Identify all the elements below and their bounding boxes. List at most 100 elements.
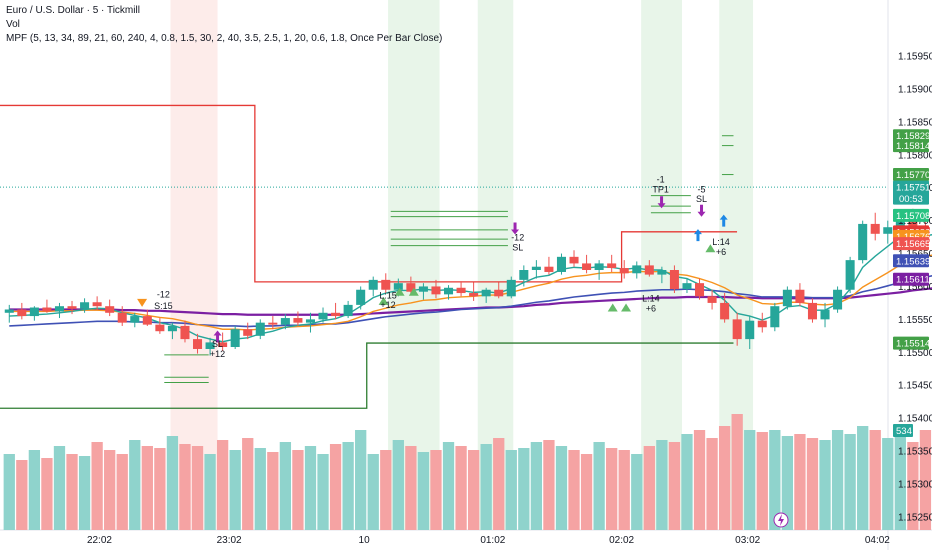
time-tick-label: 10 [359,535,371,546]
candle-body [619,268,629,274]
time-tick-label: 01:02 [480,535,505,546]
price-tick-label: 1.15500 [898,348,932,359]
price-badge [893,168,929,182]
volume-bar [706,438,718,530]
candle-body [243,329,253,336]
candle-body [54,306,64,312]
volume-bar [405,446,417,530]
candle-body [707,296,717,303]
price-tick-label: 1.15250 [898,512,932,523]
trade-annotation: +6 [716,247,726,257]
volume-legend[interactable]: Vol [6,19,20,30]
volume-bar [606,448,618,530]
ema-slow-line [9,275,932,328]
volume-bar [831,430,844,530]
candle-body [218,342,228,348]
volume-bar [442,442,455,530]
volume-bar [794,434,806,530]
volume-bar [116,454,128,530]
candle-body [481,289,491,297]
volume-bar [104,450,116,530]
candle-body [92,302,102,307]
time-tick-label: 04:02 [865,535,890,546]
signal-triangle [408,287,419,296]
trade-annotation: S:15 [154,301,173,311]
volume-bar [580,454,593,530]
candle-body [167,325,177,332]
price-badge [893,254,929,268]
volume-bar [355,430,367,530]
candle-body [720,302,730,320]
candle-body [782,289,792,307]
candle-body [418,286,428,292]
trade-annotation: +12 [210,349,225,359]
volume-bar [656,440,668,530]
time-tick-label: 03:02 [735,535,760,546]
candle-body [29,307,39,317]
symbol-title[interactable]: Euro / U.S. Dollar · 5 · Tickmill [6,5,140,16]
signal-triangle [621,303,632,312]
trade-annotation: TP1 [652,184,669,194]
price-tick-label: 1.15850 [898,117,932,128]
volume-bar [254,448,266,530]
volume-bar [66,454,78,530]
price-tick-label: 1.15300 [898,479,932,490]
signal-arrow [511,222,520,235]
candle-body [556,256,566,272]
candle-body [745,320,755,340]
volume-bar [304,446,317,530]
volume-bar [417,452,430,530]
price-tick-label: 1.15550 [898,315,932,326]
candle-body [381,279,391,290]
candle-body [807,302,817,320]
candle-body [770,306,780,328]
price-badge-label: 1.15829 [896,131,930,142]
price-badge [893,129,929,143]
trade-annotation: SL [696,194,707,204]
volume-bar [317,454,329,530]
candle-body [858,223,868,261]
candle-body [669,270,679,290]
trade-annotation: -12 [157,290,170,300]
candle-body [469,293,479,297]
volume-bar [242,438,254,530]
candle-body [356,289,366,305]
signal-arrow [657,196,666,209]
candle-body [205,342,215,349]
time-tick-label: 22:02 [87,535,112,546]
signal-arrow [213,330,222,343]
candle-body [695,283,705,297]
volume-bar [129,440,141,530]
candle-body [833,289,843,310]
volume-bar [380,450,392,530]
volume-bar [216,440,229,530]
price-badge [893,336,929,350]
trade-annotation: SL [212,339,223,349]
candle-body [318,312,328,320]
candle-body [67,306,77,309]
candle-body [80,302,90,309]
volume-bar [555,446,568,530]
candle-body [105,306,115,313]
trade-annotation: +6 [646,303,656,313]
price-badge-label: 1.15751 [896,183,930,194]
candle-body [17,309,27,317]
candle-body [305,319,315,323]
price-tick-label: 1.15950 [898,52,932,63]
candle-body [682,283,692,290]
candle-body [531,266,541,270]
candle-body [230,329,240,348]
volume-bar [844,434,856,530]
volume-bar [894,434,906,530]
trade-annotation: -1 [657,174,665,184]
signal-arrow [693,229,702,242]
volume-bar [204,454,216,530]
volume-bar [693,430,706,530]
indicator-legend[interactable]: MPF (5, 13, 34, 89, 21, 60, 240, 4, 0.8,… [6,33,443,44]
price-badge [893,139,929,153]
candle-body [117,312,127,323]
signal-arrow [719,214,728,227]
candle-body [632,265,642,274]
trade-annotation: L:14 [642,294,660,304]
